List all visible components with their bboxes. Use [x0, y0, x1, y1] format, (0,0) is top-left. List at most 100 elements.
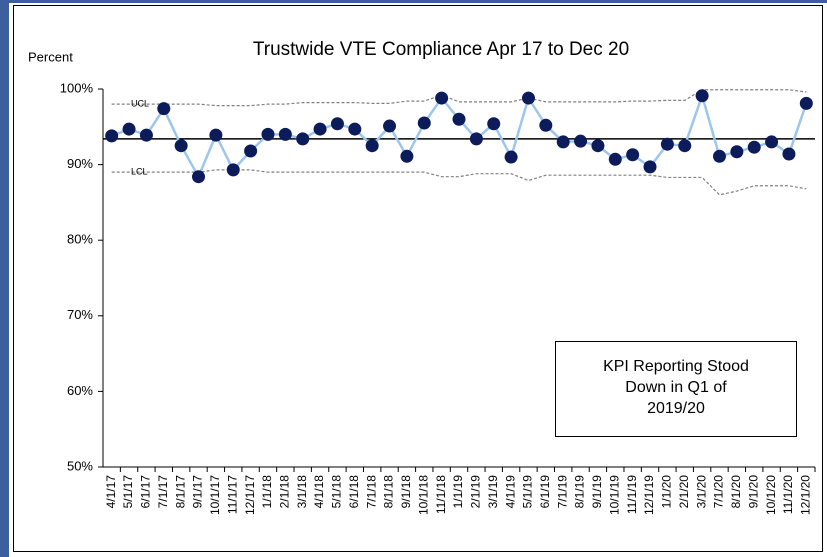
data-point	[192, 170, 206, 184]
chart-title: Trustwide VTE Compliance Apr 17 to Dec 2…	[253, 39, 629, 60]
x-tick-label: 5/1/18	[330, 475, 344, 509]
data-point	[226, 163, 240, 177]
data-point	[574, 134, 588, 148]
x-tick-label: 6/1/19	[538, 475, 552, 509]
x-tick-label: 1/1/19	[451, 475, 465, 509]
x-tick-label: 8/1/18	[382, 475, 396, 509]
annotation-box	[555, 341, 797, 437]
x-tick-label: 7/1/17	[156, 475, 170, 509]
x-tick-label: 1/1/18	[260, 475, 274, 509]
x-tick-label: 5/1/19	[521, 475, 535, 509]
data-point	[678, 139, 692, 153]
control-limit-label: UCL	[131, 98, 149, 108]
x-tick-label: 10/1/20	[764, 475, 778, 515]
x-tick-label: 7/1/20	[712, 475, 726, 509]
data-point	[261, 127, 275, 141]
data-point	[400, 149, 414, 163]
x-tick-label: 8/1/17	[173, 475, 187, 509]
data-point	[348, 122, 362, 136]
data-point	[174, 139, 188, 153]
data-point	[643, 160, 657, 174]
control-limit-label: LCL	[131, 167, 148, 177]
x-tick-label: 3/1/19	[486, 475, 500, 509]
x-tick-label: 11/1/18	[434, 475, 448, 514]
data-point	[139, 128, 153, 142]
data-point	[122, 122, 136, 136]
x-tick-label: 4/1/18	[312, 475, 326, 509]
data-point	[209, 128, 223, 142]
data-point	[799, 96, 813, 110]
data-point	[417, 116, 431, 130]
x-tick-label: 10/1/19	[607, 475, 621, 515]
annotation-text: Down in Q1 of	[625, 379, 727, 396]
x-tick-label: 9/1/19	[590, 475, 604, 509]
x-tick-label: 6/1/17	[139, 475, 153, 509]
data-point	[313, 122, 327, 136]
x-tick-label: 3/1/18	[295, 475, 309, 509]
x-tick-label: 2/1/18	[278, 475, 292, 509]
data-point	[487, 117, 501, 131]
data-point	[712, 149, 726, 163]
y-tick-label: 70%	[67, 307, 93, 322]
data-point	[521, 91, 535, 105]
data-point	[782, 147, 796, 161]
x-tick-label: 2/1/19	[469, 475, 483, 509]
data-point	[730, 145, 744, 159]
data-point	[296, 132, 310, 146]
x-tick-label: 9/1/20	[746, 475, 760, 509]
x-tick-label: 10/1/18	[416, 475, 430, 515]
y-axis-label: Percent	[28, 49, 73, 64]
x-tick-label: 12/1/20	[798, 475, 812, 515]
data-point	[330, 117, 344, 131]
data-point	[556, 135, 570, 149]
window-edge-top	[0, 0, 827, 3]
x-tick-label: 3/1/20	[694, 475, 708, 509]
x-tick-label: 11/1/19	[625, 475, 639, 514]
x-tick-label: 2/1/20	[677, 475, 691, 509]
data-point	[105, 129, 119, 143]
annotation-text: 2019/20	[647, 400, 705, 417]
x-tick-label: 7/1/18	[364, 475, 378, 509]
window-edge	[0, 0, 9, 557]
x-tick-label: 6/1/18	[347, 475, 361, 509]
x-tick-label: 4/1/17	[104, 475, 118, 509]
data-point	[695, 89, 709, 103]
data-point	[435, 91, 449, 105]
data-point	[504, 150, 518, 164]
data-point	[469, 132, 483, 146]
x-tick-label: 8/1/19	[573, 475, 587, 509]
x-tick-label: 11/1/20	[781, 475, 795, 514]
chart-frame	[13, 5, 823, 552]
data-point	[608, 152, 622, 166]
data-point	[365, 139, 379, 153]
x-tick-label: 7/1/19	[555, 475, 569, 509]
x-tick-label: 9/1/17	[191, 475, 205, 509]
x-tick-label: 11/1/17	[225, 475, 239, 514]
y-tick-label: 90%	[67, 156, 93, 171]
data-point	[765, 135, 779, 149]
data-point	[747, 140, 761, 154]
y-tick-label: 80%	[67, 232, 93, 247]
y-tick-label: 60%	[67, 383, 93, 398]
x-tick-label: 10/1/17	[208, 475, 222, 515]
x-tick-label: 5/1/17	[121, 475, 135, 509]
data-point	[157, 102, 171, 116]
annotation-text: KPI Reporting Stood	[603, 358, 749, 375]
data-point	[626, 148, 640, 162]
data-point	[591, 139, 605, 153]
data-point	[539, 118, 553, 132]
data-point	[452, 112, 466, 126]
data-point	[244, 144, 258, 158]
control-limit-line	[111, 89, 807, 107]
x-tick-label: 12/1/17	[243, 475, 257, 515]
x-tick-label: 1/1/20	[660, 475, 674, 509]
x-tick-label: 8/1/20	[729, 475, 743, 509]
y-tick-label: 50%	[67, 458, 93, 473]
y-tick-label: 100%	[60, 80, 94, 95]
x-tick-label: 9/1/18	[399, 475, 413, 509]
x-tick-label: 4/1/19	[503, 475, 517, 509]
data-point	[383, 119, 397, 133]
data-point	[278, 127, 292, 141]
